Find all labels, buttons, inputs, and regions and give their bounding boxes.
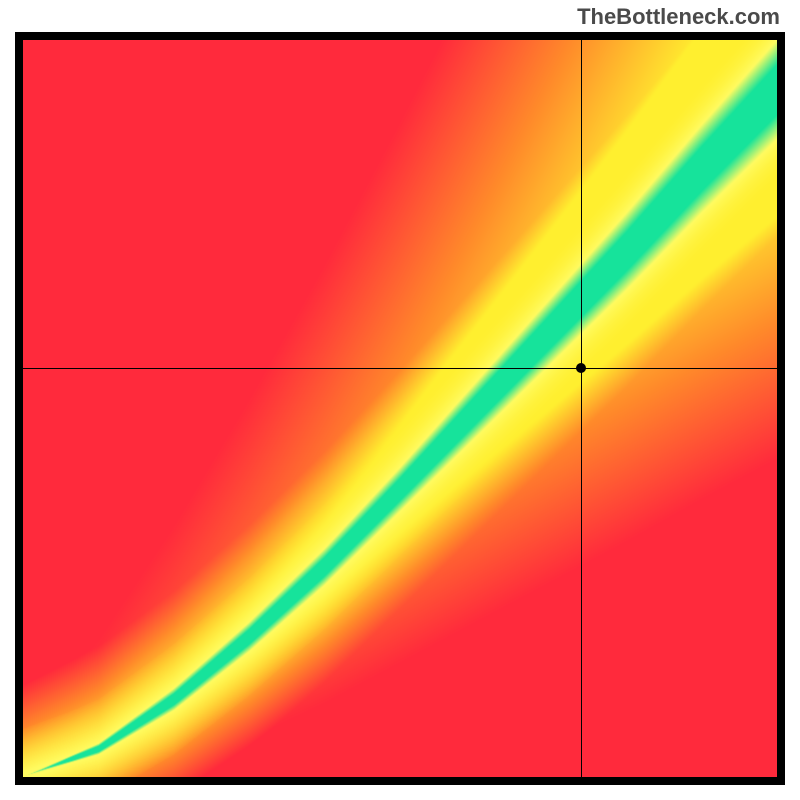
watermark: TheBottleneck.com xyxy=(577,4,780,30)
bottleneck-heatmap xyxy=(15,32,785,785)
heatmap-canvas xyxy=(23,40,777,777)
plot-area xyxy=(23,40,777,777)
crosshair-horizontal xyxy=(23,368,777,369)
crosshair-marker xyxy=(576,363,586,373)
crosshair-vertical xyxy=(581,40,582,777)
